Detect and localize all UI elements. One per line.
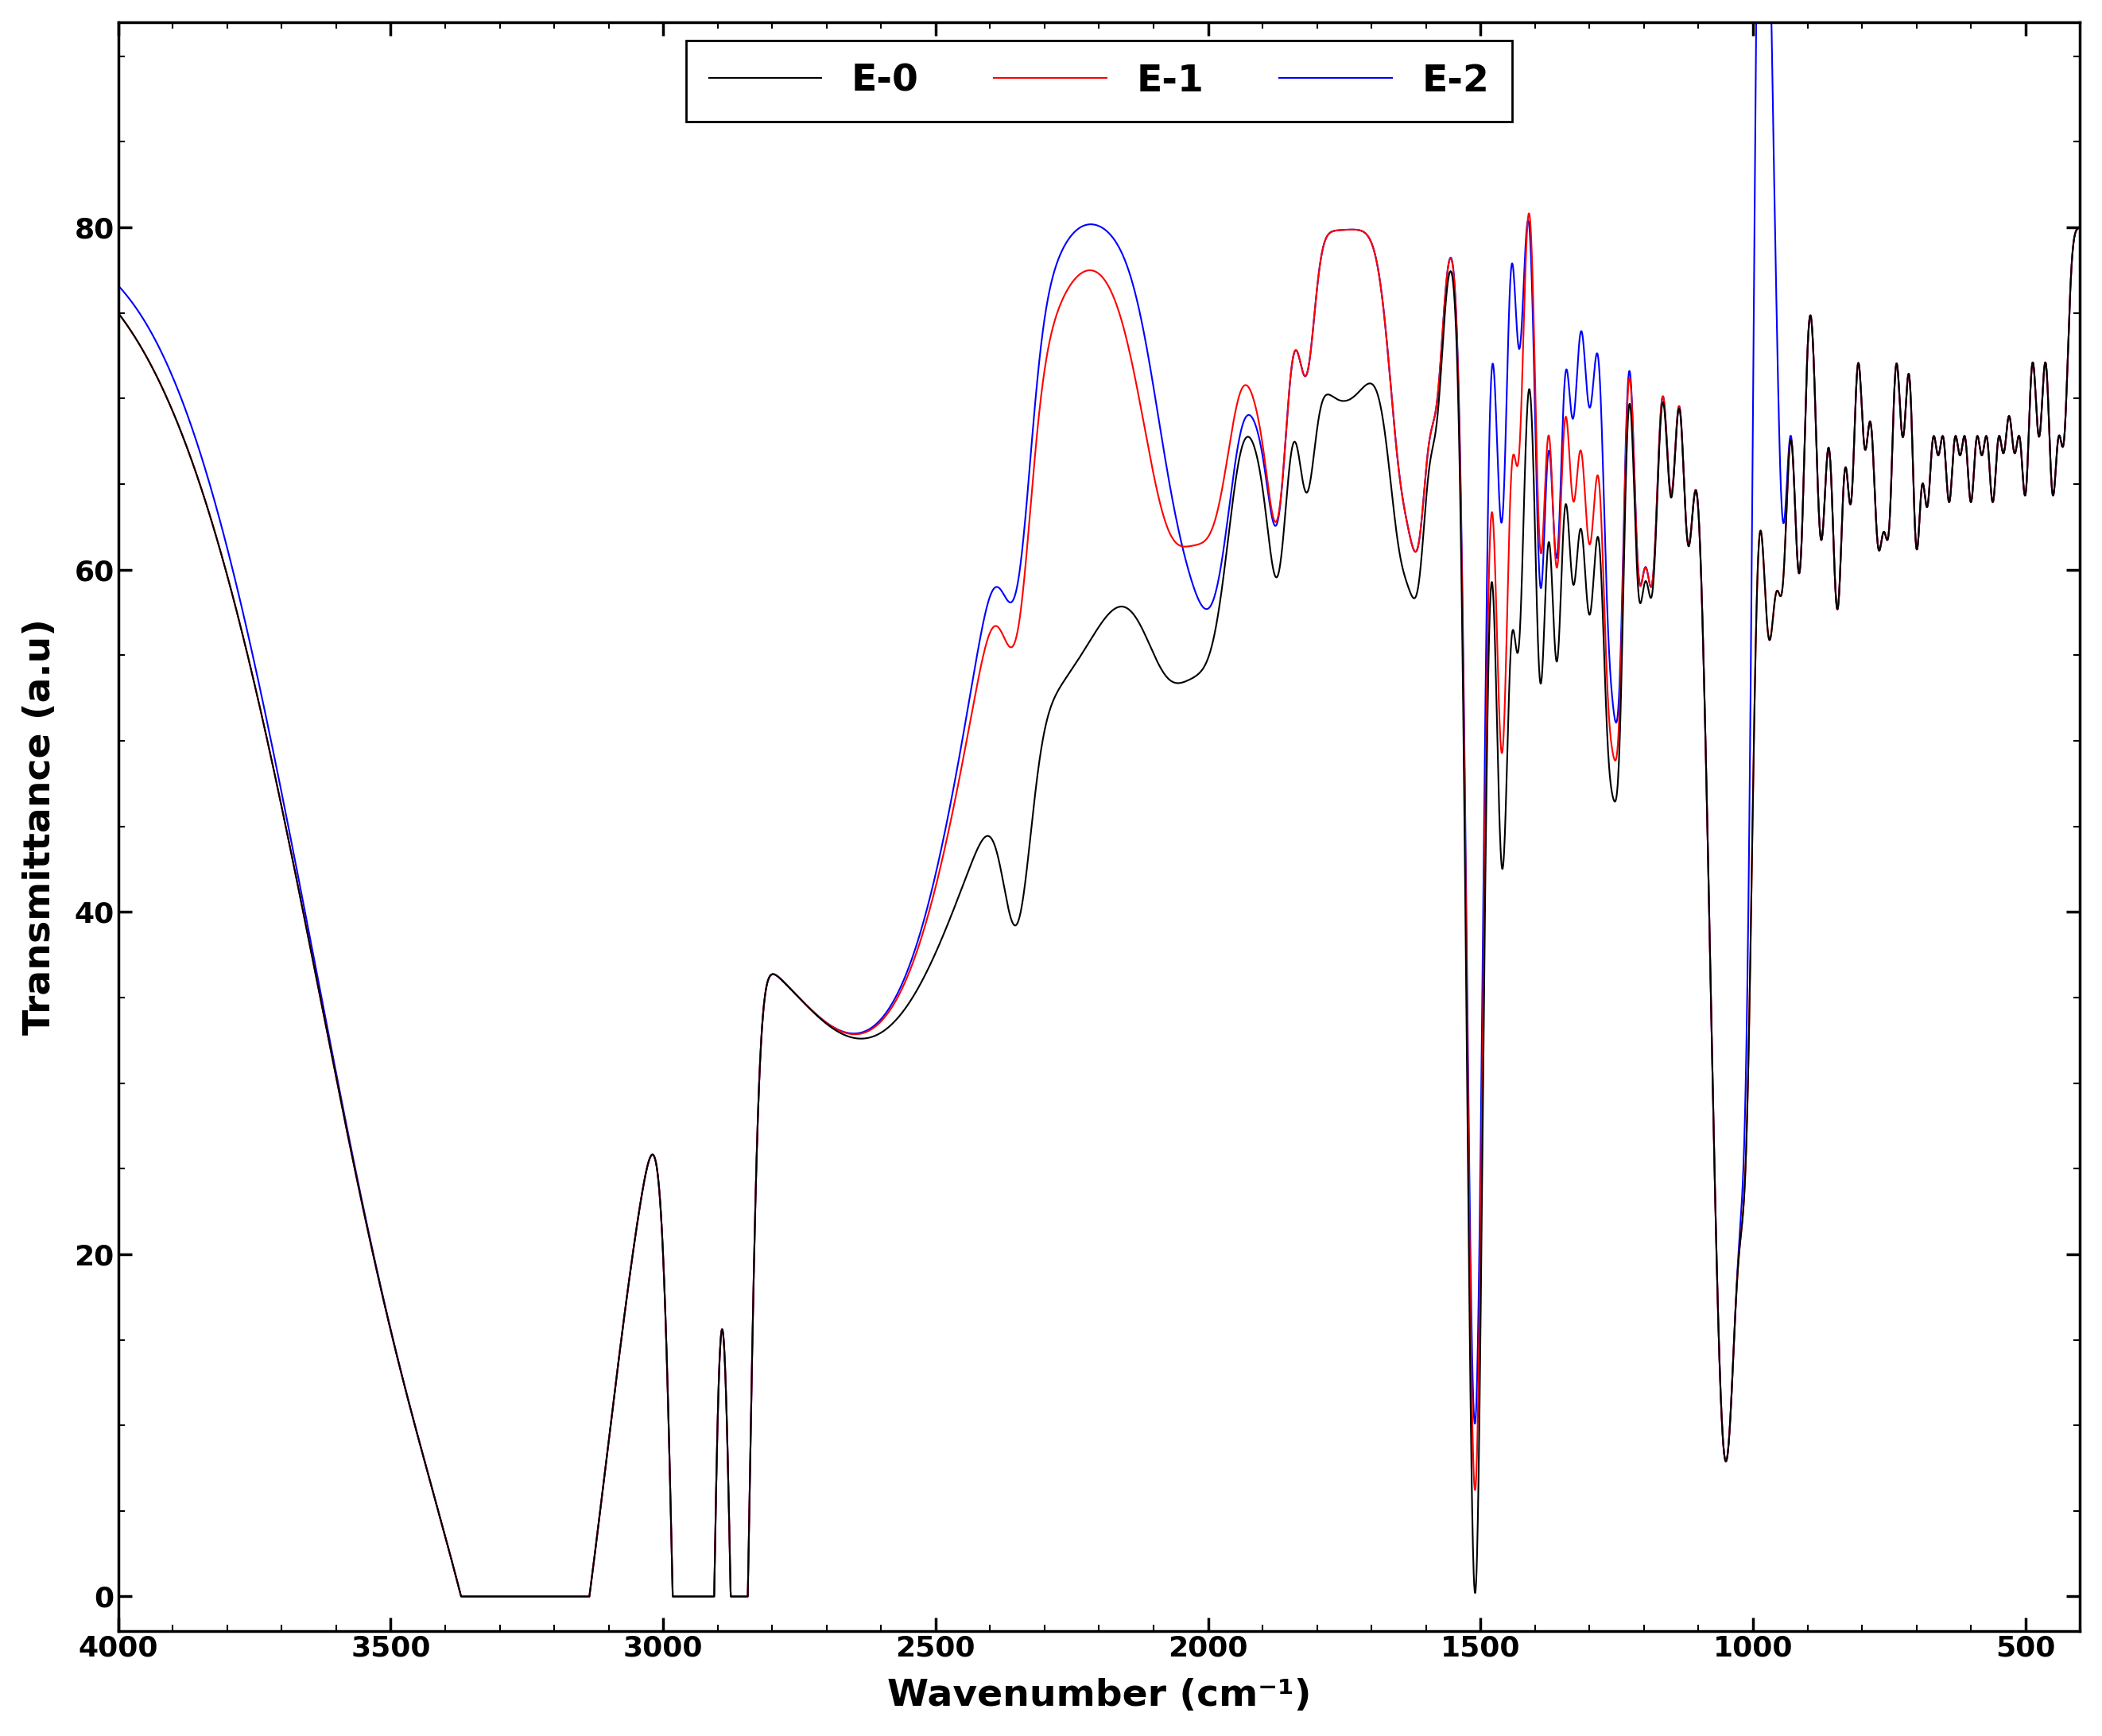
E-1 [1268, 500, 1293, 521]
E-0 [1665, 408, 1690, 429]
E-1 [1560, 490, 1585, 510]
E-1 [204, 528, 229, 549]
E-0 [105, 302, 130, 323]
Line: E-0: E-0 [118, 227, 2079, 1597]
E-0 [1352, 375, 1377, 396]
E-0 [816, 1016, 841, 1036]
E-2 [1560, 408, 1585, 429]
E-2 [2066, 217, 2091, 238]
E-1 [1352, 222, 1377, 243]
E-1 [816, 1014, 841, 1035]
E-0 [1268, 559, 1293, 580]
E-1 [1516, 203, 1541, 224]
E-0 [448, 1587, 473, 1608]
Y-axis label: Transmittance (a.u): Transmittance (a.u) [23, 618, 59, 1035]
E-2 [105, 276, 130, 297]
E-1 [448, 1587, 473, 1608]
E-2 [1665, 404, 1690, 425]
E-1 [105, 302, 130, 323]
E-2 [1743, 12, 1768, 33]
E-1 [2066, 217, 2091, 238]
Line: E-2: E-2 [118, 23, 2079, 1597]
Legend: E-0, E-1, E-2: E-0, E-1, E-2 [685, 42, 1511, 122]
Line: E-1: E-1 [118, 214, 2079, 1597]
E-2 [1268, 502, 1293, 523]
E-2 [816, 1014, 841, 1035]
E-0 [1560, 573, 1585, 594]
E-0 [2066, 217, 2091, 238]
E-2 [660, 1587, 685, 1608]
E-2 [1352, 222, 1377, 243]
X-axis label: Wavenumber (cm⁻¹): Wavenumber (cm⁻¹) [887, 1679, 1312, 1713]
E-1 [1665, 403, 1690, 424]
E-0 [204, 528, 229, 549]
E-2 [204, 498, 229, 519]
